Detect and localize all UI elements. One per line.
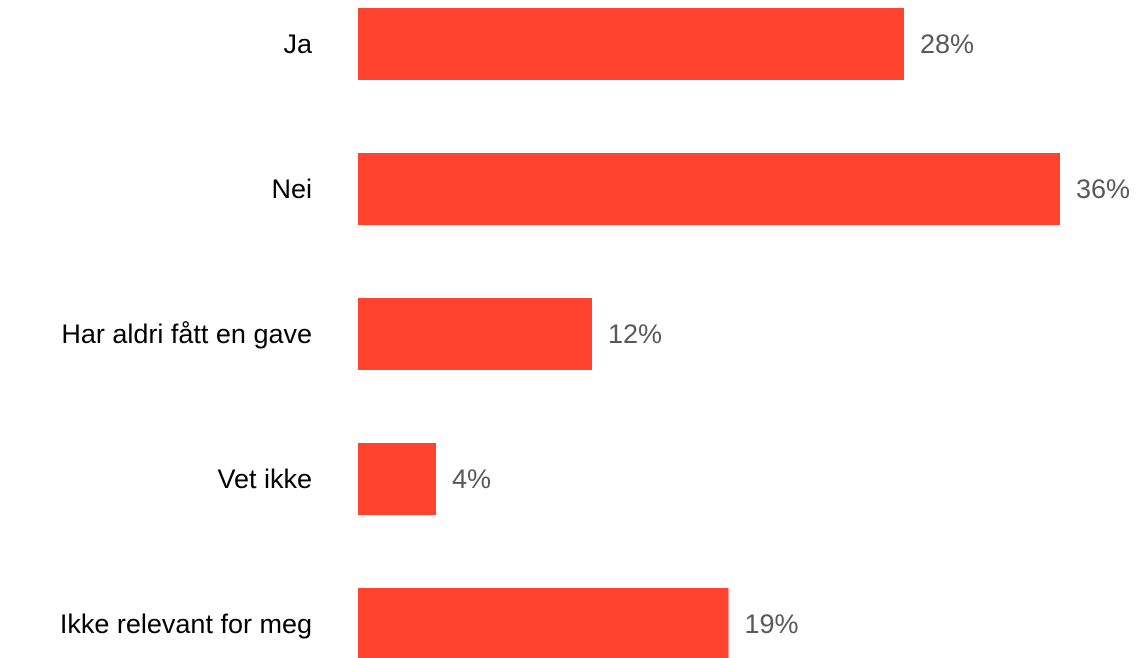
value-labels-group: 28% 36% 12% 4% 19% (452, 29, 1130, 639)
value-label-1: 36% (1076, 174, 1130, 204)
category-label-2: Har aldri fått en gave (61, 319, 312, 349)
value-label-3: 4% (452, 464, 491, 494)
bar-4 (358, 588, 729, 658)
category-label-1: Nei (271, 174, 312, 204)
bar-2 (358, 298, 592, 370)
bar-3 (358, 443, 436, 515)
category-label-0: Ja (283, 29, 313, 59)
bar-0 (358, 8, 904, 80)
category-label-3: Vet ikke (217, 464, 312, 494)
category-labels-group: Ja Nei Har aldri fått en gave Vet ikke Ikke … (60, 29, 313, 639)
category-label-4: Ikke relevant for meg (60, 609, 312, 639)
bar-1 (358, 153, 1060, 225)
value-label-2: 12% (608, 319, 662, 349)
bars-group (358, 8, 1060, 658)
value-label-0: 28% (920, 29, 974, 59)
value-label-4: 19% (745, 609, 799, 639)
